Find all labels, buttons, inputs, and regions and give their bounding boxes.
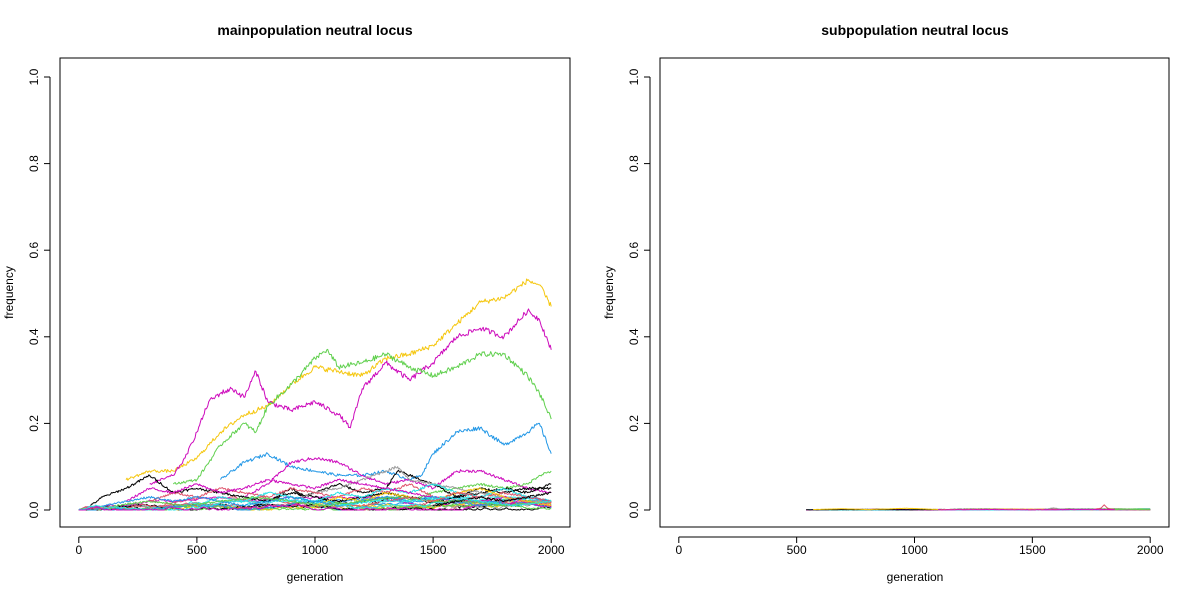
- plot-frame: [660, 58, 1169, 527]
- x-axis-label: generation: [887, 570, 944, 584]
- y-tick-label: 0.0: [27, 501, 41, 518]
- x-tick-label: 1000: [302, 543, 329, 557]
- y-axis-label: frequency: [602, 266, 616, 319]
- y-tick-label: 0.4: [27, 328, 41, 345]
- main-population-panel: mainpopulation neutral locus 0 500 1000 1500…: [2, 22, 570, 584]
- x-tick-label: 0: [75, 543, 82, 557]
- x-tick-label: 500: [187, 543, 207, 557]
- y-tick-label: 1.0: [627, 68, 641, 85]
- series-line: [150, 309, 552, 484]
- series-line: [1115, 509, 1150, 510]
- y-tick-label: 0.6: [627, 242, 641, 259]
- series-line: [173, 349, 551, 484]
- series-group: [806, 505, 1150, 510]
- x-tick-label: 1500: [420, 543, 447, 557]
- y-tick-label: 0.8: [627, 155, 641, 172]
- y-tick-label: 0.0: [627, 501, 641, 518]
- x-axis-label: generation: [287, 570, 344, 584]
- y-tick-label: 0.2: [27, 415, 41, 432]
- x-tick-label: 0: [675, 543, 682, 557]
- y-axis-label: frequency: [2, 266, 16, 319]
- x-tick-label: 1000: [901, 543, 928, 557]
- series-group: [79, 279, 551, 510]
- x-tick-label: 2000: [538, 543, 565, 557]
- y-tick-label: 0.8: [27, 155, 41, 172]
- chart-title: subpopulation neutral locus: [821, 22, 1009, 38]
- series-line: [126, 279, 551, 480]
- chart-title: mainpopulation neutral locus: [217, 22, 412, 38]
- x-tick-label: 1500: [1019, 543, 1046, 557]
- y-tick-label: 0.2: [627, 415, 641, 432]
- y-tick-label: 0.4: [627, 328, 641, 345]
- plot-frame: [60, 58, 570, 527]
- y-tick-label: 1.0: [27, 68, 41, 85]
- x-tick-label: 2000: [1137, 543, 1164, 557]
- x-tick-label: 500: [787, 543, 807, 557]
- subpopulation-panel: subpopulation neutral locus 0 500 1000 1500 2…: [602, 22, 1169, 584]
- y-tick-label: 0.6: [27, 242, 41, 259]
